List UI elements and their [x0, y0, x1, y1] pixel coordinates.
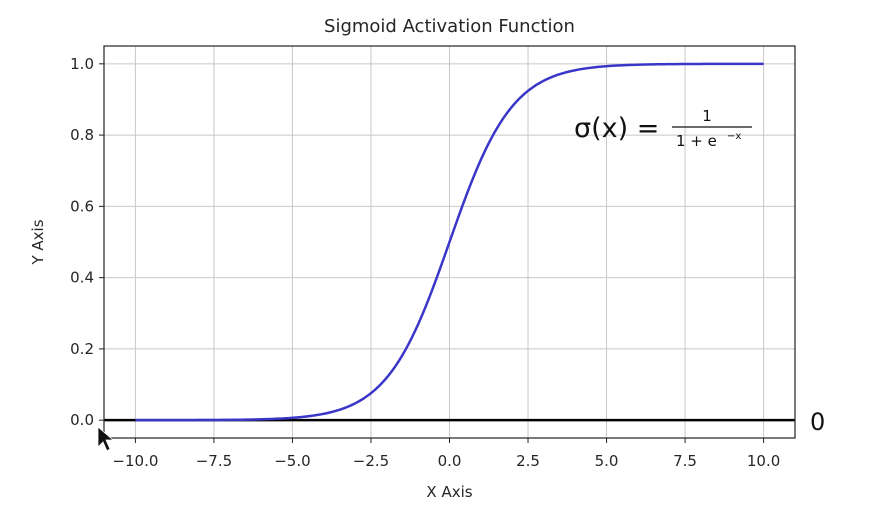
sigmoid-curve — [135, 62, 764, 422]
x-tick-label: −5.0 — [274, 452, 310, 470]
x-axis-ticks: −10.0 −7.5 −5.0 −2.5 0.0 2.5 5.0 7.5 10.0 — [112, 438, 780, 470]
y-tick-label: 0.4 — [70, 269, 94, 287]
x-tick-label: −7.5 — [196, 452, 232, 470]
x-tick-label: 2.5 — [516, 452, 540, 470]
equation-denominator: 1 + e — [676, 132, 717, 150]
equation-numerator: 1 — [702, 107, 712, 125]
y-tick-label: 0.6 — [70, 197, 94, 215]
x-tick-label: 7.5 — [673, 452, 697, 470]
x-tick-label: 0.0 — [438, 452, 462, 470]
chart-title: Sigmoid Activation Function — [324, 16, 575, 37]
y-tick-label: 0.0 — [70, 411, 94, 429]
sigmoid-equation: σ(x) = 1 1 + e −x — [574, 107, 752, 150]
x-tick-label: 10.0 — [747, 452, 780, 470]
x-tick-label: −10.0 — [112, 452, 158, 470]
x-tick-label: 5.0 — [595, 452, 619, 470]
x-tick-label: −2.5 — [353, 452, 389, 470]
zero-side-label: 0 — [810, 408, 825, 436]
y-tick-label: 1.0 — [70, 55, 94, 73]
y-tick-label: 0.2 — [70, 340, 94, 358]
series-group — [135, 62, 764, 422]
equation-exponent: −x — [727, 131, 741, 142]
y-tick-label: 0.8 — [70, 126, 94, 144]
x-axis-label: X Axis — [426, 483, 472, 501]
y-axis-ticks: 0.0 0.2 0.4 0.6 0.8 1.0 — [70, 55, 104, 429]
equation-lhs: σ(x) = — [574, 113, 659, 144]
mouse-cursor-icon — [97, 426, 115, 452]
y-axis-label: Y Axis — [29, 219, 47, 265]
